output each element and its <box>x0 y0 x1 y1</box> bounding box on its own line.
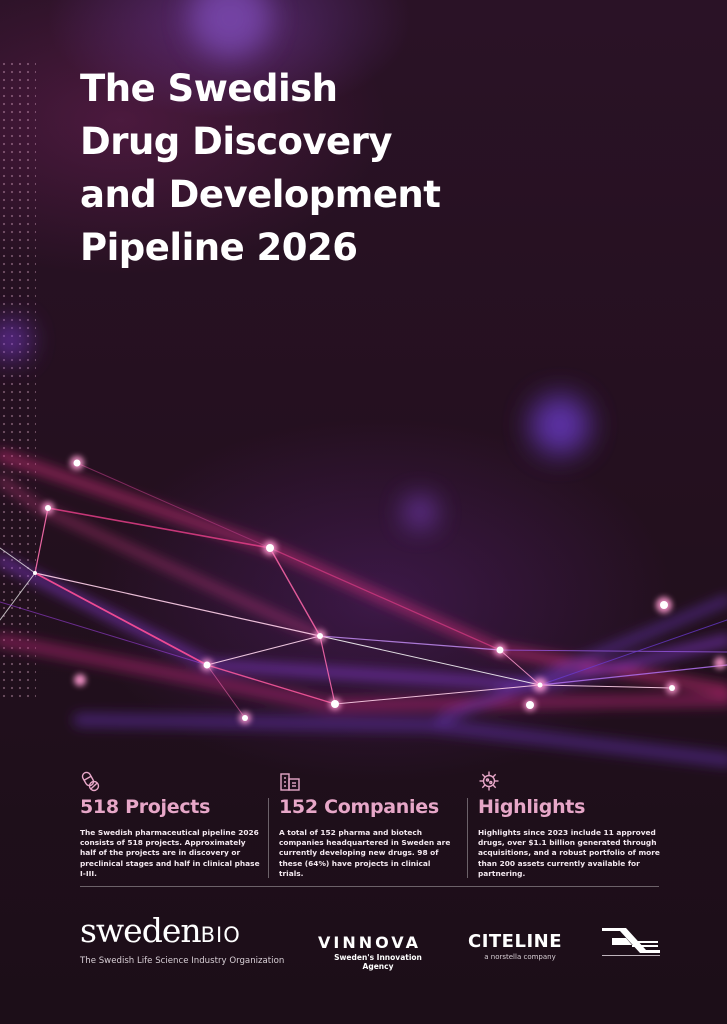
vinnova-tagline: Sweden's Innovation Agency <box>334 953 422 971</box>
swedenbio-logo: swedenBIO The Swedish Life Science Indus… <box>80 914 285 967</box>
stat-highlights-heading: Highlights <box>478 796 586 818</box>
vinnova-logo: VINNOVA Sweden's Innovation Agency <box>318 933 438 971</box>
swedenbio-tagline: The Swedish Life Science Industry Organi… <box>80 956 285 966</box>
stat-projects: 518 Projects The Swedish pharmaceutical … <box>80 770 262 882</box>
stat-highlights: Highlights Highlights since 2023 include… <box>478 770 660 882</box>
citeline-tagline: a norstella company <box>484 953 556 961</box>
citeline-logo: CITELINE a norstella company <box>468 931 572 961</box>
stat-companies-text: A total of 152 pharma and biotech compan… <box>279 828 451 878</box>
column-divider <box>467 798 468 878</box>
swedenbio-wordmark: swedenBIO <box>80 914 284 952</box>
stat-projects-text: The Swedish pharmaceutical pipeline 2026… <box>80 828 260 878</box>
report-title: The Swedish Drug Discovery and Developme… <box>80 62 560 274</box>
footer-divider <box>80 886 659 887</box>
citeline-wordmark: CITELINE <box>468 931 563 952</box>
title-line-2: Drug Discovery <box>80 120 393 163</box>
swedenbio-suffix: BIO <box>200 923 241 947</box>
title-line-3: and Development <box>80 173 441 216</box>
column-divider <box>268 798 269 878</box>
company-buildings-icon <box>280 773 300 791</box>
stat-companies-heading: 152 Companies <box>279 796 439 818</box>
stat-projects-heading: 518 Projects <box>80 796 211 818</box>
key-stats: 518 Projects The Swedish pharmaceutical … <box>80 770 660 882</box>
pill-capsule-icon <box>81 771 100 792</box>
business-sweden-logo-icon <box>602 928 660 956</box>
title-line-4: Pipeline 2026 <box>80 226 358 269</box>
vinnova-wordmark: VINNOVA <box>318 933 421 952</box>
dot-pattern <box>0 60 36 700</box>
stat-companies: 152 Companies A total of 152 pharma and … <box>279 770 453 882</box>
virus-icon <box>479 771 499 791</box>
title-line-1: The Swedish <box>80 67 338 110</box>
swedenbio-word: sweden <box>80 911 202 950</box>
stat-highlights-text: Highlights since 2023 include 11 approve… <box>478 828 660 878</box>
